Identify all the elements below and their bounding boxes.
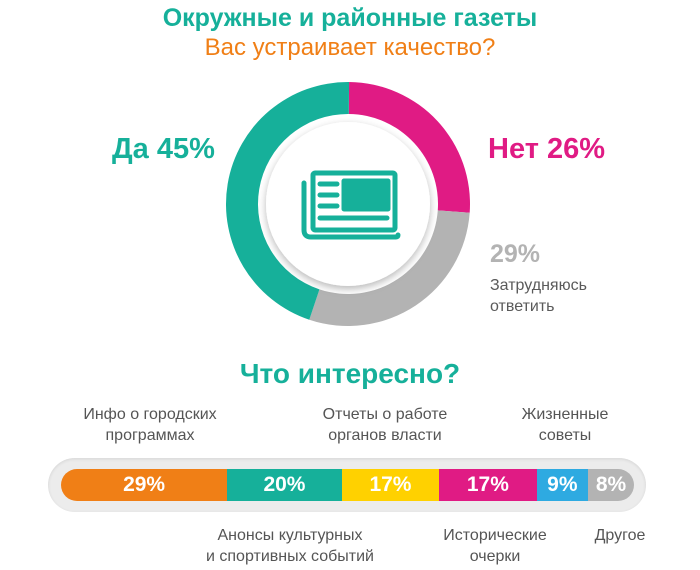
category-text-line: органов власти — [328, 427, 442, 444]
category-label-historical: Исторические очерки — [425, 525, 565, 567]
donut-slice — [226, 82, 350, 320]
bar-segment-label: 17% — [369, 473, 412, 496]
unsure-percent: 29% — [490, 240, 541, 268]
category-label-city-programs: Инфо о городских программах — [55, 404, 245, 446]
category-text-line: Исторические — [443, 527, 547, 544]
category-text-line: и спортивных событий — [206, 548, 374, 565]
chart-title: Окружные и районные газеты — [162, 4, 538, 32]
bar-segment: 17% — [341, 469, 440, 501]
bar-segment-label: 20% — [263, 473, 306, 496]
unsure-label: Затрудняюсь ответить — [490, 275, 587, 317]
bar-segment-label: 9% — [547, 473, 578, 496]
category-text-line: программах — [105, 427, 195, 444]
newspaper-icon — [298, 170, 401, 240]
category-label-reports: Отчеты о работе органов власти — [305, 404, 465, 446]
category-text-line: Инфо о городских — [83, 406, 217, 423]
bar-segment-label: 8% — [595, 473, 627, 496]
bar-segment: 17% — [439, 469, 537, 501]
question-title: Что интересно? — [239, 358, 461, 389]
category-text-line: Отчеты о работе — [322, 406, 448, 423]
category-text-line: Жизненные — [521, 406, 609, 423]
category-text-line: очерки — [469, 548, 521, 565]
unsure-label-line2: ответить — [490, 298, 555, 315]
no-label: Нет 26% — [488, 133, 605, 165]
bar-segment-label: 17% — [466, 473, 509, 496]
bar-segment: 20% — [227, 469, 342, 501]
yes-label: Да 45% — [112, 133, 215, 165]
donut-slice — [309, 210, 470, 326]
unsure-label-line1: Затрудняюсь — [490, 277, 587, 294]
category-text-line: Другое — [594, 527, 646, 544]
donut-chart — [224, 80, 472, 328]
bar-segment-label: 29% — [123, 473, 166, 496]
bar-segment: 9% — [536, 469, 589, 501]
stacked-bar: 29% 20% 17% 17% 9% 8% — [61, 469, 634, 501]
category-text-line: советы — [538, 427, 592, 444]
chart-subtitle: Вас устраивает качество? — [204, 34, 496, 61]
category-label-life-advice: Жизненные советы — [505, 404, 625, 446]
category-label-culture-sport: Анонсы культурных и спортивных событий — [185, 525, 395, 567]
category-text-line: Анонсы культурных — [217, 527, 363, 544]
donut-svg — [226, 82, 470, 326]
bar-segment: 29% — [61, 469, 228, 501]
bar-segment: 8% — [588, 469, 634, 501]
category-label-other: Другое — [575, 525, 665, 546]
donut-slice — [348, 82, 470, 213]
